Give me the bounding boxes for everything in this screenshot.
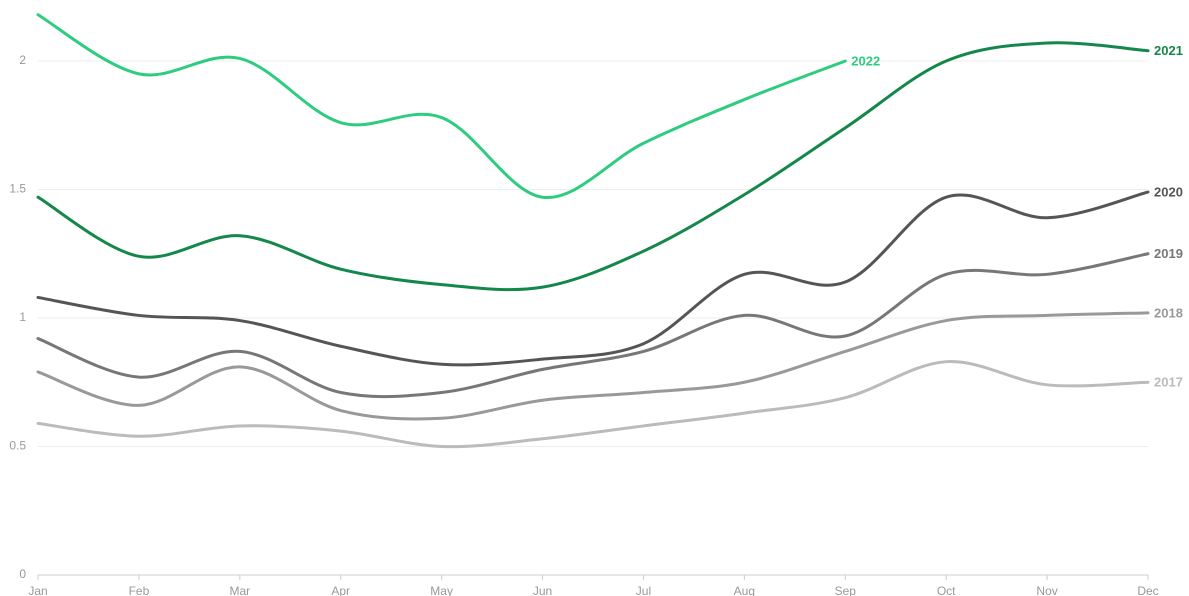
series-label: 2020 xyxy=(1154,185,1183,200)
line xyxy=(36,190,1150,367)
x-tick-label: Jul xyxy=(636,584,651,596)
x-tick-label: May xyxy=(430,584,453,596)
x-tick-label: Aug xyxy=(734,584,755,596)
x-tick-label: Sep xyxy=(835,584,857,596)
x-tick-label: Feb xyxy=(129,584,150,596)
y-tick-label: 0.5 xyxy=(9,439,26,453)
x-tick-label: Jun xyxy=(533,584,552,596)
series-label: 2018 xyxy=(1154,305,1183,320)
x-tick-label: Mar xyxy=(229,584,250,596)
y-tick-label: 2 xyxy=(19,53,26,67)
line xyxy=(36,311,1150,421)
series-label: 2019 xyxy=(1154,246,1183,261)
line xyxy=(36,13,847,199)
series-label: 2021 xyxy=(1154,43,1183,58)
line xyxy=(36,252,1150,399)
line xyxy=(36,360,1150,449)
y-tick-label: 0 xyxy=(19,567,26,581)
line xyxy=(36,41,1150,292)
series-label: 2022 xyxy=(851,53,880,68)
x-tick-label: Jan xyxy=(28,584,47,596)
x-tick-label: Apr xyxy=(331,584,350,596)
series-label: 2017 xyxy=(1154,375,1183,390)
x-tick-label: Dec xyxy=(1137,584,1158,596)
x-tick-label: Nov xyxy=(1036,584,1057,596)
y-tick-label: 1 xyxy=(19,310,26,324)
y-tick-label: 1.5 xyxy=(9,182,26,196)
x-tick-label: Oct xyxy=(937,584,956,596)
